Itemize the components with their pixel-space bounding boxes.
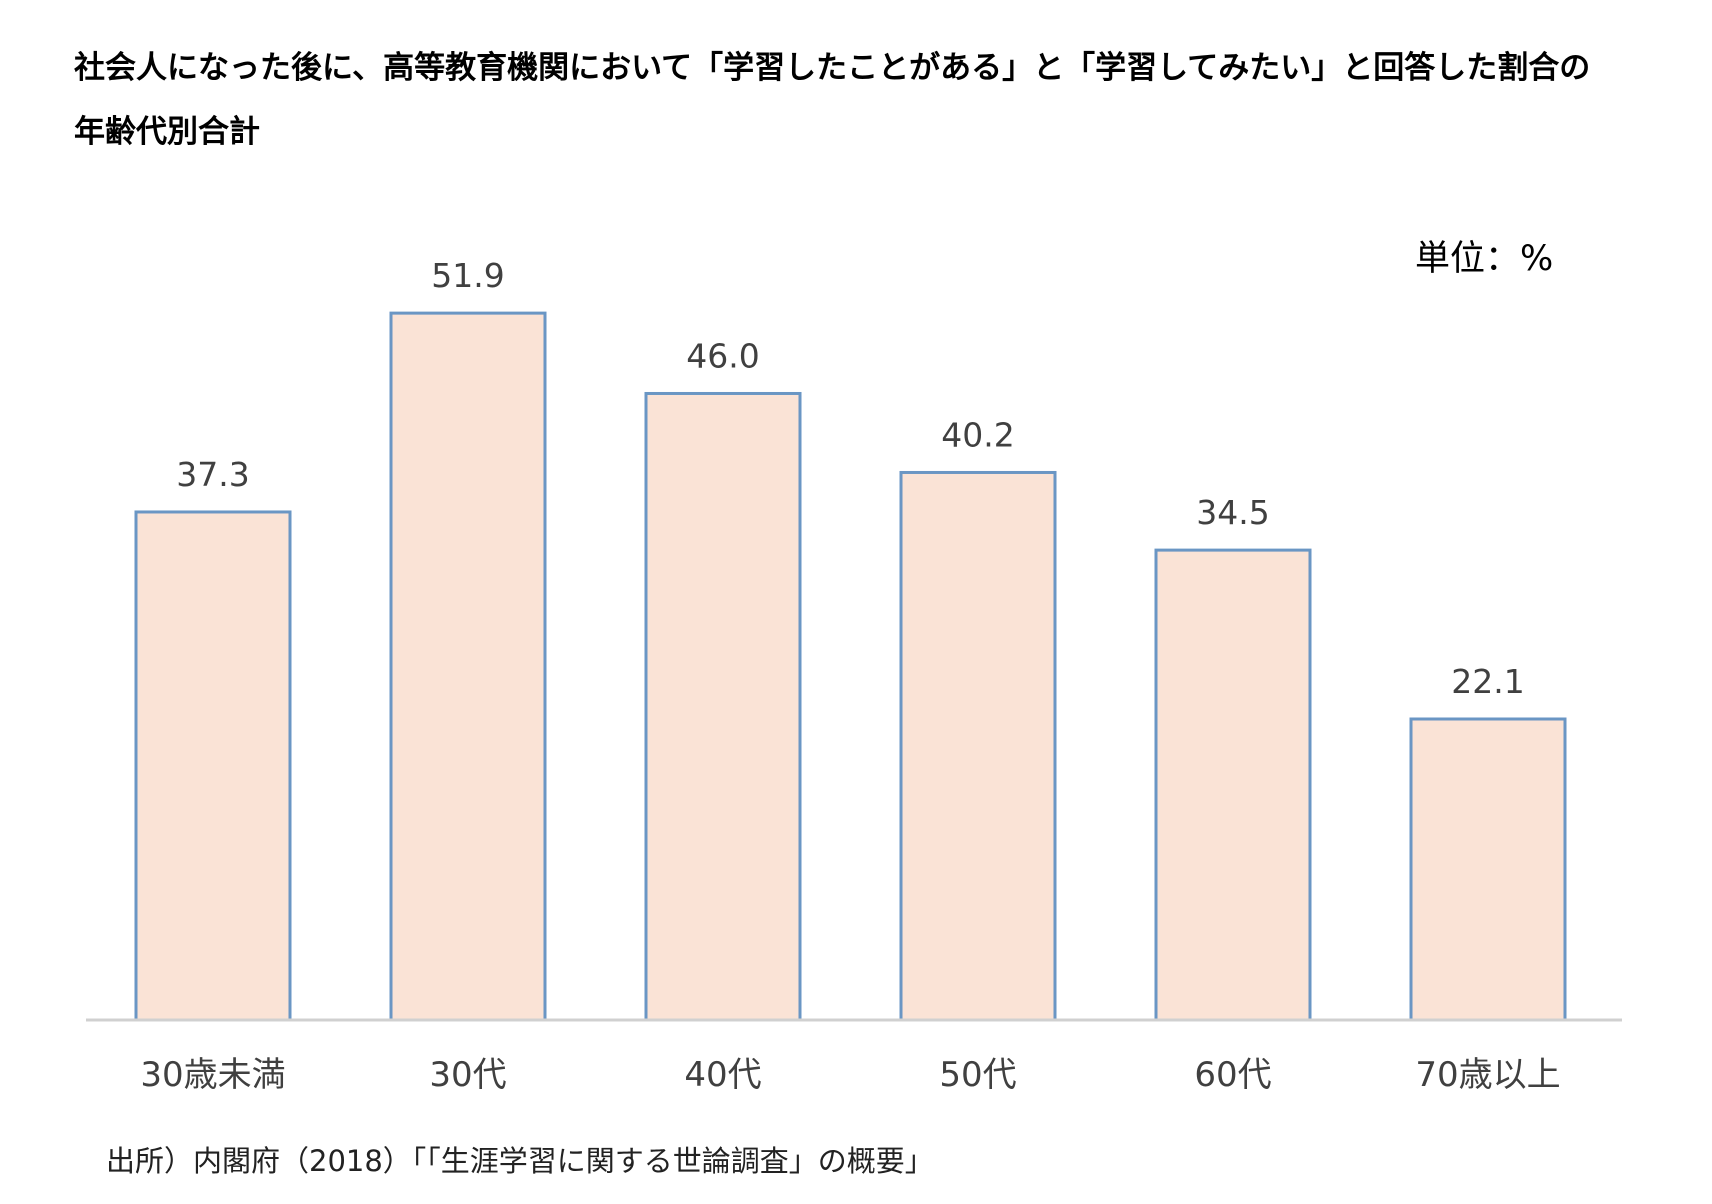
- unit-label: 単位：%: [1415, 239, 1554, 279]
- bar-chart: 37.3 30歳未満 51.9 30代 46.0 40代 40.2 50代 34.5 60代 22.…: [86, 256, 1622, 1095]
- chart-title-line-1: 社会人になった後に、高等教育機関において「学習したことがある」と「学習してみたい…: [74, 50, 1591, 86]
- bar-value-label-2: 51.9: [431, 256, 504, 295]
- bar-2: [389, 311, 547, 1022]
- source-note: 出所）内閣府（2018）「「生涯学習に関する世論調査」の概要」: [106, 1144, 934, 1178]
- x-tick-label-5: 60代: [1194, 1055, 1271, 1095]
- x-tick-label-6: 70歳以上: [1415, 1055, 1560, 1095]
- chart-title: 社会人になった後に、高等教育機関において「学習したことがある」と「学習してみたい…: [74, 36, 1674, 164]
- label-group: 37.3 30歳未満 51.9 30代 46.0 40代 40.2 50代 34.5 60代 22.…: [140, 256, 1560, 1095]
- bar-group: [134, 311, 1567, 1022]
- chart-title-line-2: 年齢代別合計: [74, 114, 260, 150]
- x-tick-label-4: 50代: [939, 1055, 1016, 1095]
- bar-1: [134, 510, 292, 1022]
- bar-value-label-5: 34.5: [1196, 493, 1269, 532]
- x-tick-label-1: 30歳未満: [140, 1055, 285, 1095]
- bar-6: [1409, 717, 1567, 1022]
- bar-5: [1154, 548, 1312, 1022]
- bar-value-label-3: 46.0: [686, 336, 759, 375]
- bar-3: [644, 391, 802, 1022]
- x-tick-label-3: 40代: [684, 1055, 761, 1095]
- bar-value-label-6: 22.1: [1451, 662, 1524, 701]
- bar-4: [899, 470, 1057, 1022]
- bar-value-label-4: 40.2: [941, 415, 1014, 454]
- x-tick-label-2: 30代: [429, 1055, 506, 1095]
- bar-value-label-1: 37.3: [176, 455, 249, 494]
